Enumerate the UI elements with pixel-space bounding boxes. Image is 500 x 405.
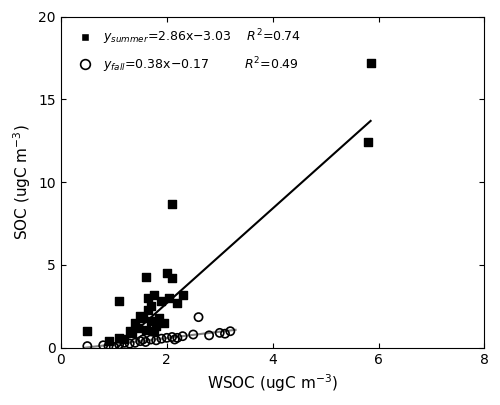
Point <box>158 335 166 342</box>
Point <box>366 60 374 66</box>
Point <box>174 335 182 341</box>
Point <box>115 335 123 341</box>
Point <box>110 344 118 350</box>
Point <box>142 326 150 333</box>
Point <box>158 298 166 305</box>
Point <box>152 337 160 343</box>
Point <box>160 320 168 326</box>
Legend: $y_{summer}$=2.86x$-$3.03    $R^2$=0.74, $y_{fall}$=0.38x$-$0.17         $R^2$=0: $y_{summer}$=2.86x$-$3.03 $R^2$=0.74, $y… <box>67 23 306 79</box>
Point <box>142 339 150 345</box>
Point <box>120 336 128 343</box>
Point <box>120 339 128 346</box>
Point <box>99 342 107 349</box>
Point <box>147 318 155 324</box>
Point <box>142 273 150 280</box>
Point <box>144 295 152 301</box>
Point <box>115 298 123 305</box>
Point <box>168 334 176 340</box>
Point <box>150 328 158 335</box>
Point <box>104 343 112 350</box>
Point <box>136 313 144 320</box>
Point <box>150 292 158 298</box>
Point <box>189 331 197 338</box>
Point <box>168 200 176 207</box>
Point <box>163 270 171 277</box>
Point <box>115 341 123 348</box>
Point <box>163 335 171 341</box>
Point <box>131 320 139 326</box>
Point <box>104 338 112 344</box>
Point <box>139 336 147 343</box>
Point <box>126 328 134 335</box>
Point <box>152 323 160 330</box>
Point <box>178 333 186 339</box>
Point <box>205 332 213 339</box>
Point <box>216 330 224 336</box>
Point <box>84 328 92 335</box>
Point <box>139 315 147 321</box>
Point <box>221 330 229 337</box>
Point <box>155 315 163 321</box>
Point <box>147 303 155 309</box>
Point <box>174 300 182 306</box>
Point <box>131 339 139 346</box>
Point <box>364 139 372 146</box>
Point <box>136 338 144 344</box>
Point <box>144 307 152 313</box>
Point <box>128 330 136 336</box>
Point <box>170 336 178 343</box>
Point <box>147 336 155 343</box>
Point <box>166 295 173 301</box>
Point <box>178 292 186 298</box>
Point <box>168 275 176 281</box>
X-axis label: WSOC (ugC m$^{-3}$): WSOC (ugC m$^{-3}$) <box>207 372 338 394</box>
Point <box>194 314 202 320</box>
Y-axis label: SOC (ugC m$^{-3}$): SOC (ugC m$^{-3}$) <box>11 124 33 240</box>
Point <box>134 325 141 331</box>
Point <box>226 328 234 335</box>
Point <box>84 343 92 350</box>
Point <box>126 340 134 347</box>
